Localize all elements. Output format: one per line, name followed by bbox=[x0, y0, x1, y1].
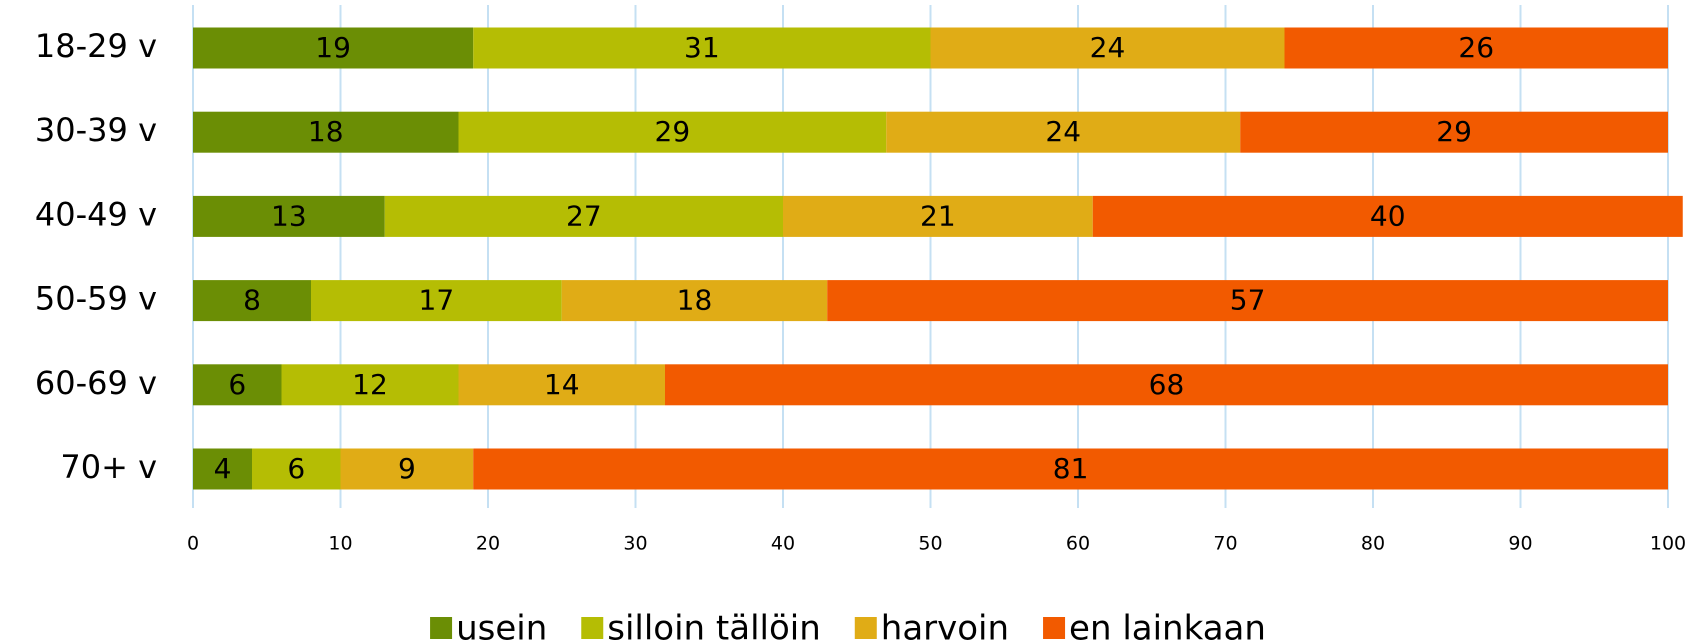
data-label: 21 bbox=[920, 199, 956, 232]
data-label: 9 bbox=[398, 452, 416, 485]
y-tick-label: 18-29 v bbox=[35, 27, 157, 65]
data-label: 19 bbox=[315, 31, 351, 64]
legend-label: usein bbox=[456, 609, 547, 644]
legend-swatch bbox=[430, 617, 453, 639]
bar-segment bbox=[1092, 195, 1683, 237]
x-tick-label: 90 bbox=[1508, 533, 1532, 555]
y-tick-label: 30-39 v bbox=[35, 111, 157, 149]
data-label: 18 bbox=[677, 284, 713, 317]
y-tick-label: 70+ v bbox=[60, 448, 157, 486]
legend-label: silloin tällöin bbox=[607, 609, 821, 644]
data-label: 8 bbox=[243, 284, 261, 317]
bar-segment bbox=[886, 111, 1241, 153]
legend: usein silloin tällöin harvoin en lainkaan bbox=[430, 609, 1266, 644]
x-tick-label: 10 bbox=[328, 533, 352, 555]
bar-segment bbox=[281, 364, 459, 406]
data-label: 18 bbox=[308, 115, 344, 148]
bar-segment bbox=[1284, 27, 1668, 69]
data-label: 26 bbox=[1458, 31, 1494, 64]
bar-segment bbox=[384, 195, 783, 237]
data-label: 29 bbox=[655, 115, 691, 148]
legend-swatch bbox=[581, 617, 604, 639]
bar-segment bbox=[827, 280, 1668, 322]
data-label: 29 bbox=[1436, 115, 1472, 148]
legend-swatch bbox=[1043, 617, 1066, 639]
x-tick-label: 80 bbox=[1361, 533, 1385, 555]
bar-segment bbox=[665, 364, 1668, 406]
data-label: 13 bbox=[271, 199, 307, 232]
data-label: 6 bbox=[287, 452, 305, 485]
data-label: 24 bbox=[1045, 115, 1081, 148]
bar-segment bbox=[1240, 111, 1668, 153]
bar-segment bbox=[193, 364, 282, 406]
bar-segment bbox=[783, 195, 1093, 237]
bar-segment bbox=[193, 111, 459, 153]
data-label: 14 bbox=[544, 368, 580, 401]
bar-segment bbox=[458, 111, 887, 153]
legend-label: harvoin bbox=[881, 609, 1009, 644]
bar-segment bbox=[473, 27, 931, 69]
x-tick-label: 0 bbox=[187, 533, 199, 555]
bar-segment bbox=[193, 280, 311, 322]
x-tick-label: 30 bbox=[623, 533, 647, 555]
x-tick-label: 60 bbox=[1066, 533, 1090, 555]
data-label: 6 bbox=[228, 368, 246, 401]
y-tick-label: 50-59 v bbox=[35, 280, 157, 318]
legend-swatch bbox=[854, 617, 877, 639]
x-tick-label: 50 bbox=[918, 533, 942, 555]
y-tick-label: 40-49 v bbox=[35, 195, 157, 233]
data-label: 17 bbox=[419, 284, 455, 317]
bar-segment bbox=[473, 448, 1668, 490]
bar-segment bbox=[311, 280, 562, 322]
bar-segment bbox=[930, 27, 1285, 69]
bar-segment bbox=[193, 448, 252, 490]
y-tick-label: 60-69 v bbox=[35, 364, 157, 402]
bar-segment bbox=[252, 448, 341, 490]
data-label: 40 bbox=[1370, 199, 1406, 232]
bar-segment bbox=[193, 27, 474, 69]
data-label: 68 bbox=[1149, 368, 1185, 401]
x-tick-label: 40 bbox=[771, 533, 795, 555]
data-label: 24 bbox=[1090, 31, 1126, 64]
x-tick-label: 20 bbox=[476, 533, 500, 555]
legend-label: en lainkaan bbox=[1069, 609, 1266, 644]
bar-segment bbox=[193, 195, 385, 237]
data-label: 57 bbox=[1230, 284, 1266, 317]
data-label: 4 bbox=[214, 452, 232, 485]
bar-segment bbox=[340, 448, 474, 490]
x-tick-label: 70 bbox=[1213, 533, 1237, 555]
data-label: 12 bbox=[352, 368, 388, 401]
data-label: 31 bbox=[684, 31, 720, 64]
bar-segment bbox=[561, 280, 828, 322]
bar-segment bbox=[458, 364, 665, 406]
data-label: 81 bbox=[1053, 452, 1089, 485]
x-tick-label: 100 bbox=[1650, 533, 1686, 555]
data-label: 27 bbox=[566, 199, 602, 232]
